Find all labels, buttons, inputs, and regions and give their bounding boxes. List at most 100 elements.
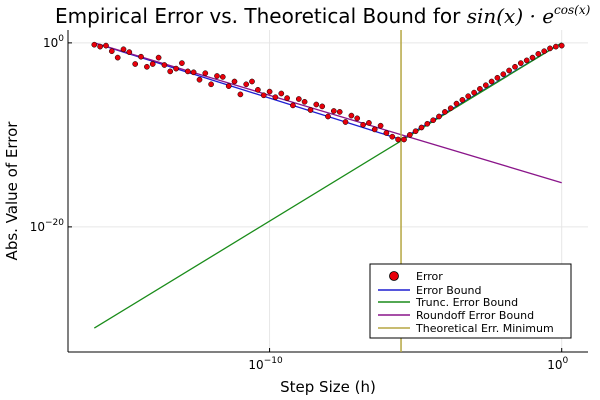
error-point [500, 71, 507, 78]
error-point [249, 78, 255, 85]
error-point [506, 67, 512, 74]
error-point [132, 61, 139, 67]
error-point [535, 51, 542, 57]
error-point [179, 60, 185, 66]
x-tick-label: 10−10 [248, 356, 283, 372]
error-point [465, 93, 472, 100]
error-point [354, 115, 361, 122]
error-point [342, 119, 349, 125]
legend-marker-error [389, 271, 399, 281]
legend-box [369, 263, 572, 339]
error-point [424, 120, 431, 127]
error-point [430, 117, 437, 124]
y-axis-label: Abs. Value of Error [3, 121, 21, 261]
error-point [243, 81, 250, 88]
error-point [272, 94, 279, 101]
error-point [138, 53, 144, 60]
error-point [219, 74, 226, 80]
error-point [401, 136, 407, 143]
error-point [453, 100, 460, 107]
x-axis-label: Step Size (h) [280, 378, 376, 396]
error-point [529, 54, 536, 61]
legend-label-theoretical-min: Theoretical Err. Minimum [415, 322, 554, 335]
legend-label-roundoff-error-bound: Roundoff Error Bound [416, 309, 534, 322]
error-point [126, 49, 133, 55]
error-point [412, 128, 419, 135]
legend: Error Error Bound Trunc. Error Bound Rou… [369, 263, 572, 339]
error-point [260, 92, 267, 99]
error-point [295, 96, 302, 102]
error-point [301, 98, 308, 105]
error-point [313, 101, 320, 108]
error-point [494, 74, 501, 81]
error-point [208, 81, 214, 88]
error-point [371, 126, 378, 133]
error-point [383, 130, 390, 136]
roundoff-error-bound-line [94, 42, 562, 184]
error-point [290, 102, 296, 109]
error-point [395, 136, 401, 143]
error-point [97, 43, 103, 50]
error-point [459, 97, 466, 103]
error-point [488, 78, 495, 85]
error-point [149, 61, 156, 67]
error-point [436, 113, 442, 120]
chart-title-math: sin(x) · e [467, 4, 554, 28]
error-point [330, 108, 337, 114]
error-point [512, 63, 518, 70]
error-points [91, 41, 565, 143]
error-point [442, 109, 448, 115]
error-point [155, 54, 162, 61]
error-point [237, 91, 244, 98]
error-point [231, 78, 238, 85]
error-point [517, 60, 524, 66]
error-point [541, 48, 548, 55]
error-point [284, 95, 290, 101]
error-point [547, 45, 553, 52]
error-point [214, 73, 220, 79]
error-point [202, 70, 209, 77]
error-point [161, 62, 168, 68]
legend-label-error: Error [416, 270, 443, 283]
error-point [196, 76, 203, 83]
error-point [114, 54, 121, 61]
error-point [255, 86, 261, 93]
error-point [91, 41, 98, 48]
error-point [418, 124, 425, 131]
x-tick-label: 100 [547, 356, 568, 372]
error-point [144, 63, 150, 70]
chart-title-text: Empirical Error vs. Theoretical Bound fo… [55, 4, 467, 28]
error-point [406, 132, 413, 138]
error-point [482, 82, 489, 89]
error-point [319, 103, 326, 110]
error-point [120, 46, 127, 53]
y-tick-label: 100 [43, 34, 64, 50]
error-point [477, 86, 483, 92]
chart-title: Empirical Error vs. Theoretical Bound fo… [55, 3, 591, 28]
axis-ticks: 10−10 100 100 10−20 [30, 34, 569, 372]
error-point [173, 65, 179, 72]
error-point [325, 113, 331, 120]
error-point [336, 109, 343, 115]
legend-label-error-bound: Error Bound [416, 284, 482, 297]
error-point [190, 69, 197, 76]
error-point [523, 57, 530, 64]
error-point [360, 121, 366, 128]
error-point [558, 42, 565, 49]
plot-frame [67, 30, 588, 353]
error-point [167, 68, 174, 75]
error-point [553, 43, 559, 50]
error-point [108, 48, 115, 55]
error-point [348, 112, 355, 119]
error-point [471, 89, 477, 96]
error-point [366, 120, 372, 126]
error-point [307, 107, 314, 113]
error-point [103, 42, 109, 49]
error-point [266, 88, 273, 95]
y-tick-label: 10−20 [30, 218, 65, 234]
legend-label-trunc-error-bound: Trunc. Error Bound [415, 296, 518, 309]
chart-title-math-sup: cos(x) [554, 3, 591, 17]
error-point [377, 122, 384, 129]
